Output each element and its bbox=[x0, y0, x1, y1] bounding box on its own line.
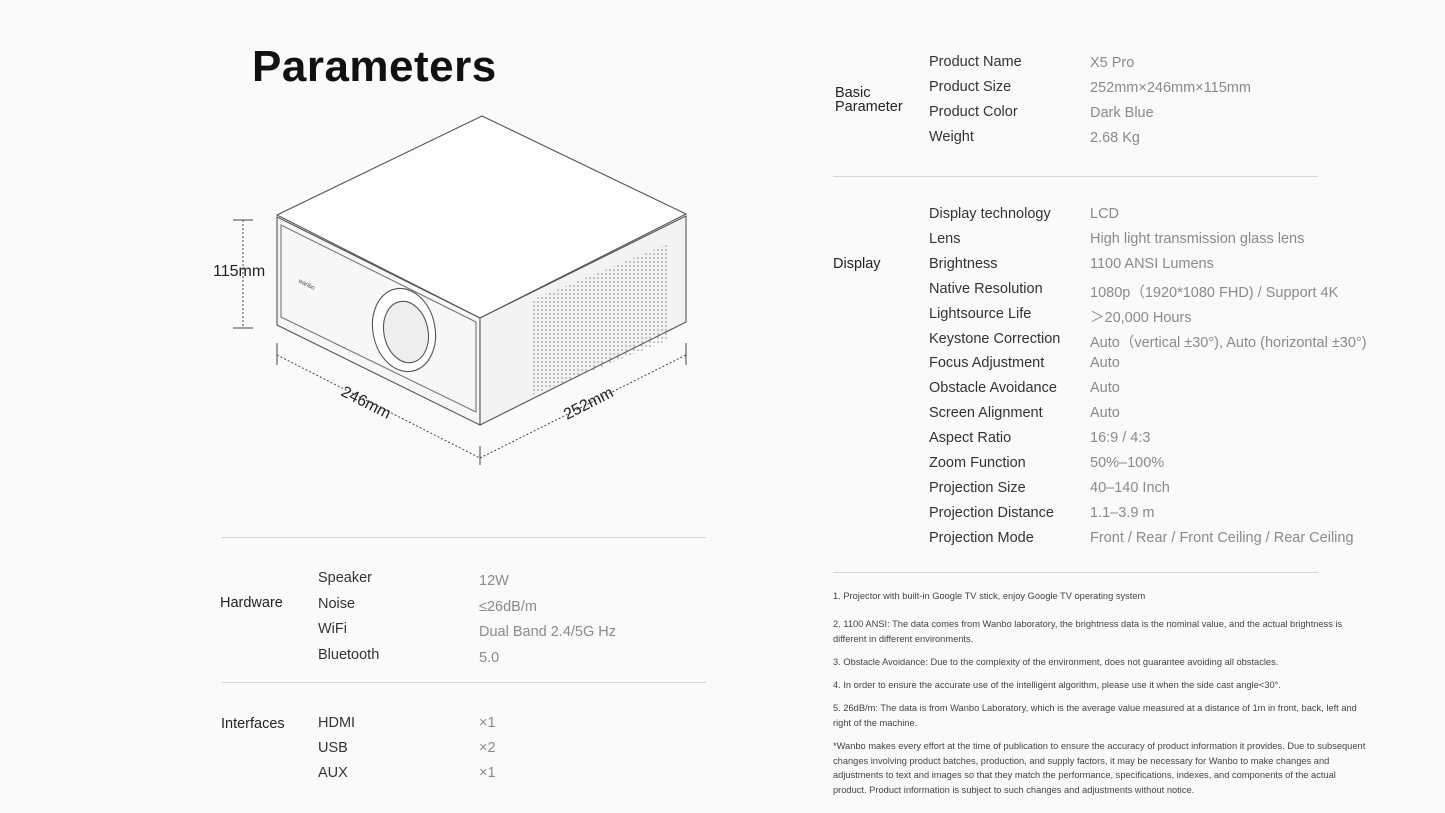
spec-value: Front / Rear / Front Ceiling / Rear Ceil… bbox=[1090, 529, 1354, 546]
spec-label: HDMI bbox=[318, 715, 356, 731]
spec-label: AUX bbox=[318, 765, 348, 781]
spec-value: High light transmission glass lens bbox=[1090, 230, 1305, 247]
spec-label: Noise bbox=[318, 595, 356, 612]
depth-dimension: 252mm bbox=[561, 384, 616, 423]
spec-value: Auto bbox=[1090, 405, 1120, 422]
spec-label: Lens bbox=[929, 230, 961, 247]
spec-value: X5 Pro bbox=[1090, 55, 1135, 71]
footnote: 4. In order to ensure the accurate use o… bbox=[833, 680, 1281, 690]
spec-label: Native Resolution bbox=[929, 280, 1043, 297]
divider bbox=[833, 572, 1318, 573]
spec-label: Weight bbox=[929, 129, 974, 145]
divider bbox=[221, 682, 706, 683]
basic-section-label: Basic Parameter bbox=[835, 85, 903, 115]
spec-label: Projection Size bbox=[929, 479, 1026, 496]
footnote: 5. 26dB/m: The data is from Wanbo Labora… bbox=[833, 703, 1357, 728]
spec-value: 16:9 / 4:3 bbox=[1090, 430, 1151, 447]
spec-value: 252mm×246mm×115mm bbox=[1090, 80, 1251, 96]
spec-label: Display technology bbox=[929, 206, 1051, 222]
spec-label: Projection Distance bbox=[929, 504, 1054, 521]
spec-label: Zoom Function bbox=[929, 455, 1026, 471]
spec-value: 1100 ANSI Lumens bbox=[1090, 255, 1214, 272]
spec-label: Keystone Correction bbox=[929, 330, 1061, 347]
spec-label: Product Color bbox=[929, 104, 1018, 120]
spec-value: ×1 bbox=[479, 765, 496, 781]
interfaces-section-label: Interfaces bbox=[221, 716, 285, 732]
spec-value: ×1 bbox=[479, 715, 496, 731]
spec-value: ×2 bbox=[479, 740, 496, 756]
display-section-label: Display bbox=[833, 256, 881, 272]
spec-label: USB bbox=[318, 740, 348, 756]
spec-value: 1.1–3.9 m bbox=[1090, 504, 1155, 521]
spec-value: ＞20,000 Hours bbox=[1090, 309, 1192, 326]
spec-label: Screen Alignment bbox=[929, 405, 1043, 422]
spec-label: WiFi bbox=[318, 621, 347, 637]
spec-label: Product Size bbox=[929, 79, 1012, 95]
spec-value: ≤26dB/m bbox=[479, 598, 537, 615]
footnote: *Wanbo makes every effort at the time of… bbox=[833, 741, 1366, 795]
spec-label: Lightsource Life bbox=[929, 305, 1032, 322]
spec-label: Focus Adjustment bbox=[929, 355, 1045, 372]
spec-value: Auto（vertical ±30°), Auto (horizontal ±3… bbox=[1090, 334, 1367, 351]
projector-top-face bbox=[275, 115, 688, 319]
spec-value: 2.68 Kg bbox=[1090, 130, 1140, 146]
spec-value: Dual Band 2.4/5G Hz bbox=[479, 624, 617, 640]
spec-label: Bluetooth bbox=[318, 646, 380, 663]
spec-value: 12W bbox=[479, 573, 509, 589]
basic-label-line1: Basic bbox=[835, 85, 871, 101]
basic-label-line2: Parameter bbox=[835, 99, 903, 115]
speaker-grille bbox=[532, 244, 668, 395]
spec-label: Product Name bbox=[929, 54, 1022, 70]
spec-label: Obstacle Avoidance bbox=[929, 380, 1057, 397]
footnote: 2. 1100 ANSI: The data comes from Wanbo … bbox=[833, 619, 1343, 644]
spec-label: Aspect Ratio bbox=[929, 430, 1012, 447]
divider bbox=[833, 176, 1318, 177]
width-dimension: 246mm bbox=[338, 383, 393, 422]
spec-label: Speaker bbox=[318, 570, 373, 586]
divider bbox=[221, 537, 706, 538]
page-title: Parameters bbox=[252, 42, 497, 91]
spec-label: Brightness bbox=[929, 255, 998, 272]
height-dimension: 115mm bbox=[213, 263, 265, 280]
footnote: 1. Projector with built-in Google TV sti… bbox=[833, 591, 1146, 601]
hardware-section-label: Hardware bbox=[220, 595, 283, 611]
footnote: 3. Obstacle Avoidance: Due to the comple… bbox=[833, 657, 1279, 667]
spec-value: Auto bbox=[1090, 355, 1120, 372]
spec-value: 1080p（1920*1080 FHD) / Support 4K bbox=[1090, 284, 1339, 301]
spec-label: Projection Mode bbox=[929, 529, 1034, 546]
spec-value: 5.0 bbox=[479, 649, 500, 666]
spec-value: Dark Blue bbox=[1090, 105, 1154, 121]
spec-value: LCD bbox=[1090, 206, 1120, 222]
spec-value: Auto bbox=[1090, 380, 1120, 397]
spec-value: 50%–100% bbox=[1090, 455, 1165, 471]
spec-value: 40–140 Inch bbox=[1090, 479, 1170, 496]
